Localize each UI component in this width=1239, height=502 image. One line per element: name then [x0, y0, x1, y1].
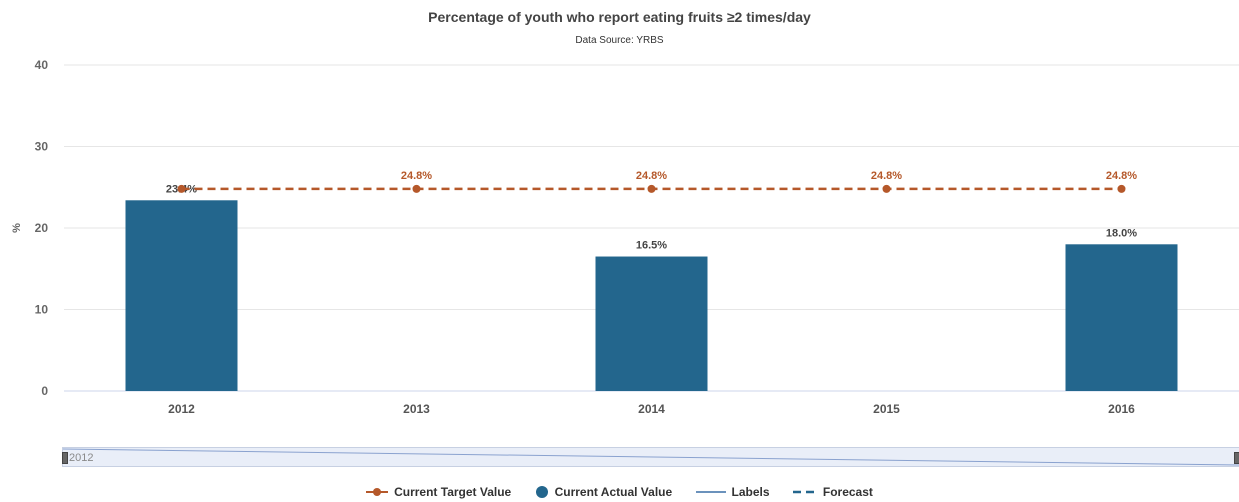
- legend: Current Target Value Current Actual Valu…: [0, 484, 1239, 499]
- navigator-right-handle[interactable]: [1234, 452, 1239, 464]
- x-tick-label: 2013: [403, 402, 430, 416]
- target-point: [177, 184, 186, 193]
- range-navigator[interactable]: 2012: [62, 447, 1239, 467]
- bar-value-label: 16.5%: [636, 240, 667, 252]
- y-tick-label: 30: [35, 140, 49, 154]
- legend-labels-symbol: [695, 491, 726, 493]
- legend-forecast-symbol: [792, 490, 817, 494]
- target-point: [647, 184, 656, 193]
- bar-value-label: 18.0%: [1106, 227, 1137, 239]
- legend-actual-label: Current Actual Value: [554, 484, 673, 499]
- y-tick-label: 0: [41, 384, 48, 398]
- chart-plot: 010203040%2012201320142015201623.4%16.5%…: [11, 58, 1239, 416]
- x-tick-label: 2016: [1108, 402, 1135, 416]
- y-tick-label: 20: [35, 221, 49, 235]
- legend-item-actual[interactable]: Current Actual Value: [535, 484, 673, 499]
- target-point: [1117, 184, 1126, 193]
- legend-forecast-label: Forecast: [822, 484, 873, 499]
- target-value-label: 24.8%: [1106, 170, 1137, 182]
- legend-target-symbol: [366, 487, 389, 496]
- legend-labels-label: Labels: [731, 484, 770, 499]
- legend-item-forecast[interactable]: Forecast: [792, 484, 873, 499]
- bar: [595, 256, 708, 391]
- x-tick-label: 2015: [873, 402, 900, 416]
- bar: [1065, 244, 1178, 391]
- target-value-label: 24.8%: [401, 170, 432, 182]
- chart-subtitle: Data Source: YRBS: [575, 35, 664, 46]
- x-tick-label: 2014: [638, 402, 665, 416]
- legend-actual-symbol: [535, 485, 548, 498]
- navigator-series-line: [63, 448, 1239, 466]
- legend-item-labels[interactable]: Labels: [695, 484, 770, 499]
- target-value-label: 24.8%: [636, 170, 667, 182]
- navigator-label: 2012: [69, 452, 94, 464]
- legend-item-target[interactable]: Current Target Value: [366, 485, 511, 499]
- bar: [125, 200, 238, 391]
- target-value-label: 24.8%: [871, 170, 902, 182]
- y-tick-label: 10: [35, 303, 49, 317]
- navigator-left-handle[interactable]: [62, 452, 68, 464]
- y-tick-label: 40: [35, 58, 49, 72]
- target-point: [412, 184, 421, 193]
- x-tick-label: 2012: [168, 402, 195, 416]
- legend-target-label: Current Target Value: [394, 484, 512, 499]
- y-axis-label: %: [11, 223, 23, 233]
- target-point: [882, 184, 891, 193]
- chart-title: Percentage of youth who report eating fr…: [428, 9, 811, 25]
